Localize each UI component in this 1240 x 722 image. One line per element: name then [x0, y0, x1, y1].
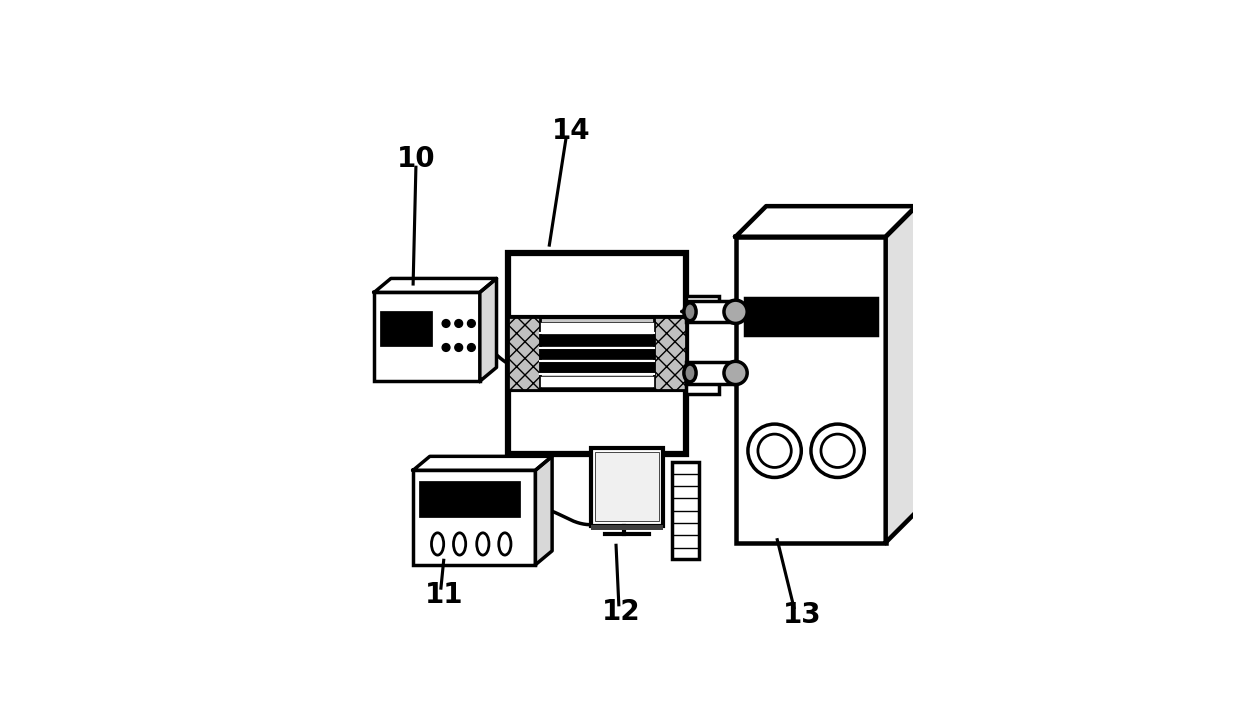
- Circle shape: [748, 424, 801, 477]
- Circle shape: [443, 320, 450, 327]
- Bar: [539, 334, 653, 347]
- Bar: [420, 482, 520, 518]
- Circle shape: [724, 300, 748, 323]
- Circle shape: [811, 424, 864, 477]
- Circle shape: [467, 344, 475, 352]
- Bar: [507, 253, 686, 453]
- Bar: [653, 318, 686, 389]
- Polygon shape: [536, 456, 552, 565]
- Text: 12: 12: [603, 598, 641, 626]
- Bar: [686, 301, 735, 322]
- Text: 13: 13: [782, 601, 822, 629]
- Polygon shape: [413, 456, 552, 470]
- Bar: [539, 322, 653, 332]
- Bar: [735, 237, 885, 542]
- Bar: [591, 448, 663, 526]
- Circle shape: [455, 344, 463, 352]
- Text: 11: 11: [424, 581, 463, 609]
- Bar: [686, 373, 719, 393]
- Bar: [539, 349, 653, 360]
- Ellipse shape: [432, 533, 444, 555]
- Bar: [539, 362, 653, 374]
- Bar: [591, 525, 663, 530]
- Bar: [744, 298, 877, 334]
- Text: 10: 10: [397, 145, 435, 173]
- Circle shape: [467, 320, 475, 327]
- Bar: [539, 376, 653, 387]
- Circle shape: [821, 434, 854, 467]
- Ellipse shape: [476, 533, 489, 555]
- Circle shape: [724, 361, 748, 385]
- Bar: [374, 292, 480, 381]
- Polygon shape: [480, 279, 496, 381]
- Bar: [381, 312, 432, 346]
- Ellipse shape: [684, 303, 696, 321]
- Bar: [686, 362, 735, 383]
- Polygon shape: [885, 206, 916, 542]
- Polygon shape: [374, 279, 496, 292]
- Ellipse shape: [684, 364, 696, 382]
- Bar: [672, 462, 699, 559]
- Bar: [507, 318, 539, 389]
- Circle shape: [758, 434, 791, 467]
- Circle shape: [443, 344, 450, 352]
- Ellipse shape: [498, 533, 511, 555]
- Bar: [413, 470, 536, 565]
- Bar: [507, 318, 686, 389]
- Circle shape: [455, 320, 463, 327]
- Bar: [595, 453, 658, 521]
- Polygon shape: [735, 206, 916, 237]
- Bar: [686, 296, 719, 318]
- Ellipse shape: [454, 533, 466, 555]
- Text: 14: 14: [552, 117, 591, 145]
